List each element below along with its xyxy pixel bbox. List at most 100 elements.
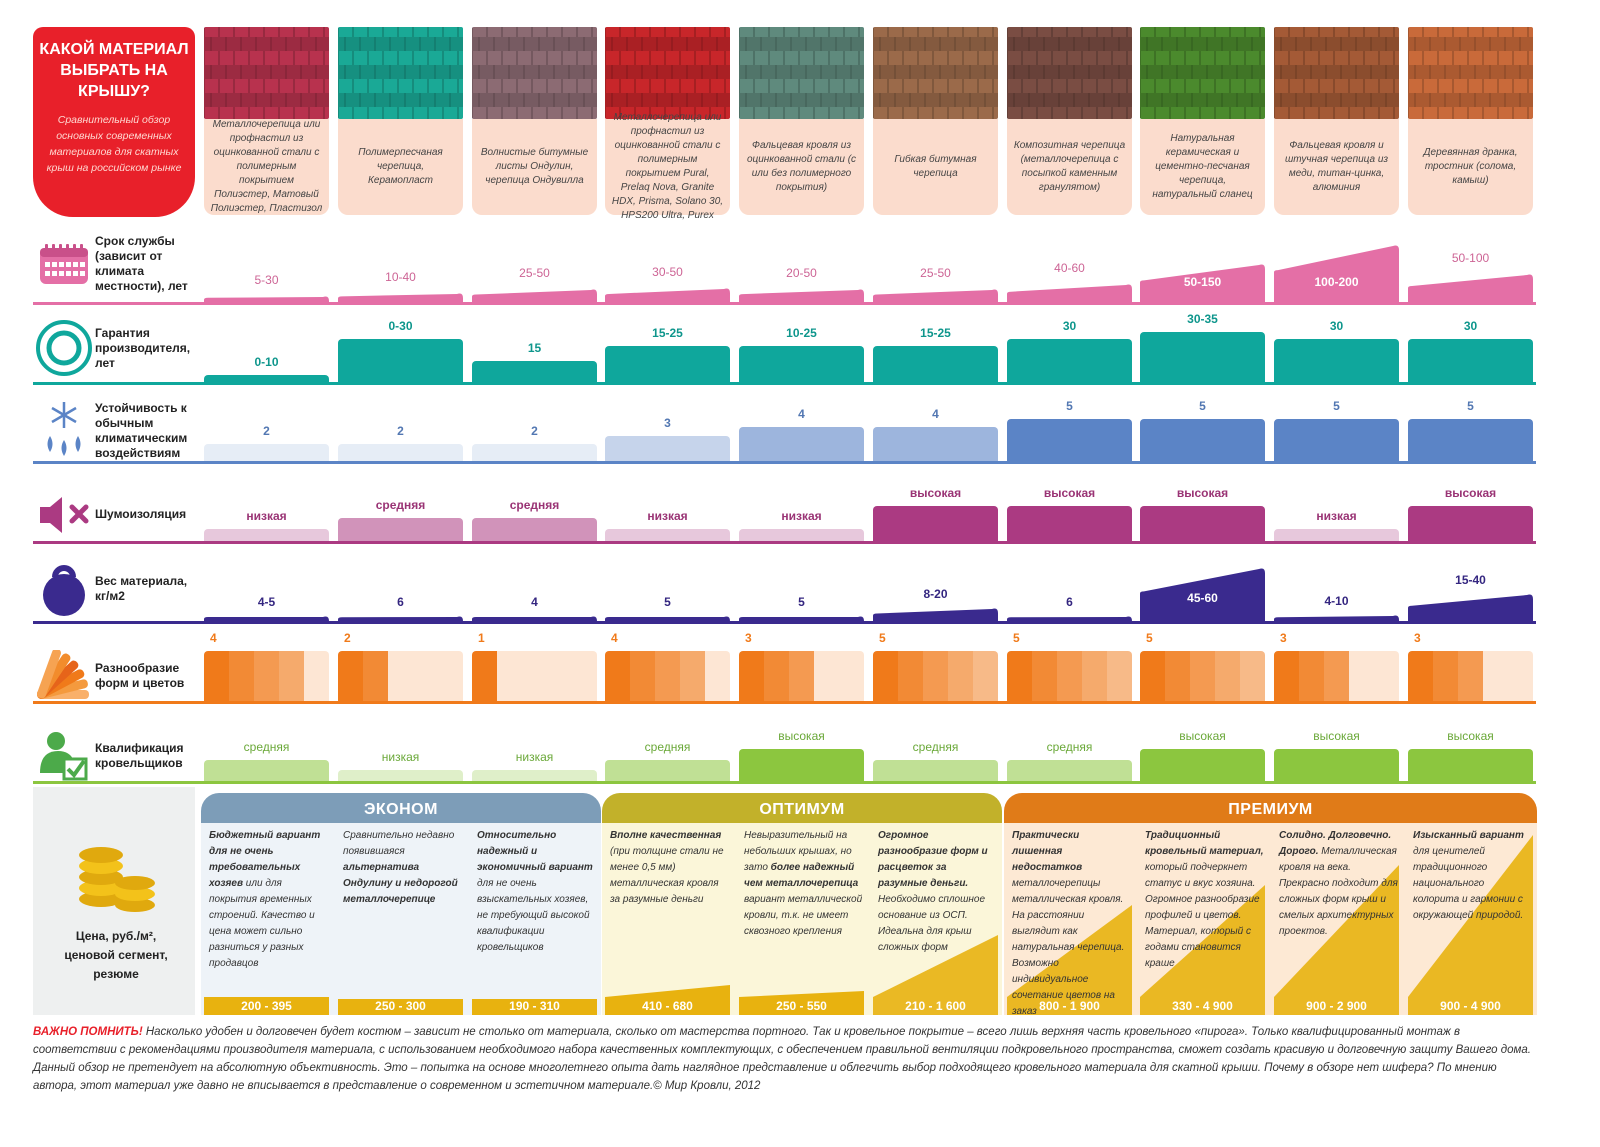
material-column: Композитная черепица (металлочерепица с … <box>1007 27 1132 215</box>
value-label: высокая <box>1179 729 1226 743</box>
bar <box>605 346 730 382</box>
value-label: 15-40 <box>1455 572 1486 587</box>
row-title: Шумоизоляция <box>95 507 187 521</box>
material-description: Полимерпесчаная черепица, Керамопласт <box>338 119 463 215</box>
segment-description: Огромное разнообразие форм и расцветок з… <box>878 828 998 956</box>
price-bar <box>472 999 597 1015</box>
bar-shape <box>1007 284 1132 304</box>
value-label: 6 <box>1066 594 1073 609</box>
bar <box>1007 651 1132 701</box>
value-label: 8-20 <box>923 586 948 601</box>
value-label: 5 <box>798 595 805 609</box>
segment-panel <box>201 793 601 1015</box>
value-label: 2 <box>531 424 538 439</box>
description-emphasis: Огромное разнообразие форм и расцветок з… <box>878 830 988 889</box>
bar <box>873 289 998 304</box>
material-description: Металлочерепица или профнастил из оцинко… <box>204 119 329 215</box>
noise-icon <box>33 493 95 537</box>
bar <box>204 444 329 461</box>
value-label: 4 <box>932 407 939 422</box>
bar-shape <box>873 608 998 623</box>
bar-shape <box>338 616 463 623</box>
value-label: 0-10 <box>254 354 279 369</box>
roof-material-image <box>472 27 597 119</box>
description-emphasis: Практически лишенная недостатков <box>1012 830 1083 873</box>
value-label: средняя <box>509 497 560 512</box>
value-label: 4 <box>531 595 538 609</box>
bar <box>472 517 597 541</box>
value-label: 50-150 <box>1183 275 1222 289</box>
qualification-icon <box>33 729 95 783</box>
bar-shape <box>1140 568 1265 623</box>
description-emphasis: более надежный чем металлочерепица <box>744 862 859 889</box>
price-bar <box>204 997 329 1015</box>
bar <box>472 289 597 304</box>
bar <box>1274 419 1399 461</box>
row-baseline <box>33 701 1536 704</box>
price-bar <box>1140 885 1265 1015</box>
description-text: Необходимо сплошное основание из ОСП. Ид… <box>878 894 986 953</box>
price-range: 190 - 310 <box>509 999 560 1013</box>
segment-description: Практически лишенная недостатков металло… <box>1012 828 1132 1020</box>
footnote: ВАЖНО ПОМНИТЬ! Насколько удобен и долгов… <box>33 1023 1533 1095</box>
value-label: 5 <box>664 595 671 609</box>
price-bar-shape <box>873 935 998 1015</box>
bar <box>873 759 998 781</box>
price-range: 250 - 550 <box>776 999 827 1013</box>
price-bar-shape <box>1408 835 1533 1015</box>
bar <box>873 608 998 623</box>
bar <box>605 616 730 623</box>
material-description: Гибкая битумная черепица <box>873 119 998 215</box>
description-emphasis: Бюджетный вариант для не очень требовате… <box>209 830 321 889</box>
description-emphasis: Солидно. Долговечно. Дорого. <box>1279 830 1392 857</box>
price-bar <box>739 991 864 1015</box>
bar <box>1274 651 1399 701</box>
description-text: или для покрытия временных строений. Кач… <box>209 878 315 969</box>
price-range: 250 - 300 <box>375 999 426 1013</box>
footnote-text-1: Насколько удобен и долговечен будет кост… <box>33 1026 1531 1056</box>
row-label-noise: Шумоизоляция <box>33 490 195 539</box>
bar-shape <box>204 616 329 623</box>
bar-shape <box>338 293 463 304</box>
material-column: Деревянная дранка, тростник (солома, кам… <box>1408 27 1533 215</box>
value-label: низкая <box>515 750 554 765</box>
price-bar-shape <box>1140 885 1265 1015</box>
bar <box>739 427 864 461</box>
row-title: Вес материала, кг/м2 <box>95 574 188 603</box>
row-title: Разнообразие форм и цветов <box>95 661 185 690</box>
bar <box>1140 568 1265 623</box>
stability-icon <box>33 400 95 462</box>
bar <box>472 651 597 701</box>
bar <box>1408 506 1533 541</box>
roof-material-image <box>605 27 730 119</box>
bar <box>472 444 597 461</box>
material-column: Фальцевая кровля и штучная черепица из м… <box>1274 27 1399 215</box>
price-bar-shape <box>739 991 864 1015</box>
value-label: 5 <box>1066 399 1073 413</box>
price-range: 800 - 1 900 <box>1039 999 1100 1013</box>
value-label: средняя <box>912 739 959 754</box>
price-range: 900 - 4 900 <box>1440 999 1501 1013</box>
roof-texture-graphic <box>1408 27 1533 119</box>
row-title: Срок службы (зависит от климата местност… <box>95 234 188 293</box>
material-description: Натуральная керамическая и цементно-песч… <box>1140 119 1265 215</box>
value-label: 4 <box>210 631 217 645</box>
bar <box>1140 506 1265 541</box>
value-label: 1 <box>478 631 485 645</box>
roof-texture-graphic <box>605 27 730 119</box>
bar <box>1408 419 1533 461</box>
row-title: Гарантия производителя, лет <box>95 325 191 370</box>
description-text: металлочерепицы металлическая кровля. На… <box>1012 878 1125 1017</box>
row-label-lifetime: Срок службы (зависит от климата местност… <box>33 228 195 300</box>
segment-description: Сравнительно недавно появившаяся альтерн… <box>343 828 463 908</box>
bar <box>1007 419 1132 461</box>
bar <box>605 529 730 541</box>
footnote-text-2: Данный обзор не претендует на абсолютную… <box>33 1062 1497 1092</box>
price-row-title: Цена, руб./м², ценовой сегмент, резюме <box>64 929 168 981</box>
value-label: 4-10 <box>1324 593 1349 608</box>
description-text: для не очень взыскательных хозяев, не тр… <box>477 878 590 953</box>
value-label: 5 <box>1333 399 1340 413</box>
value-label: 30 <box>1463 319 1478 334</box>
bar-shape <box>1408 594 1533 623</box>
bar <box>1007 339 1132 382</box>
